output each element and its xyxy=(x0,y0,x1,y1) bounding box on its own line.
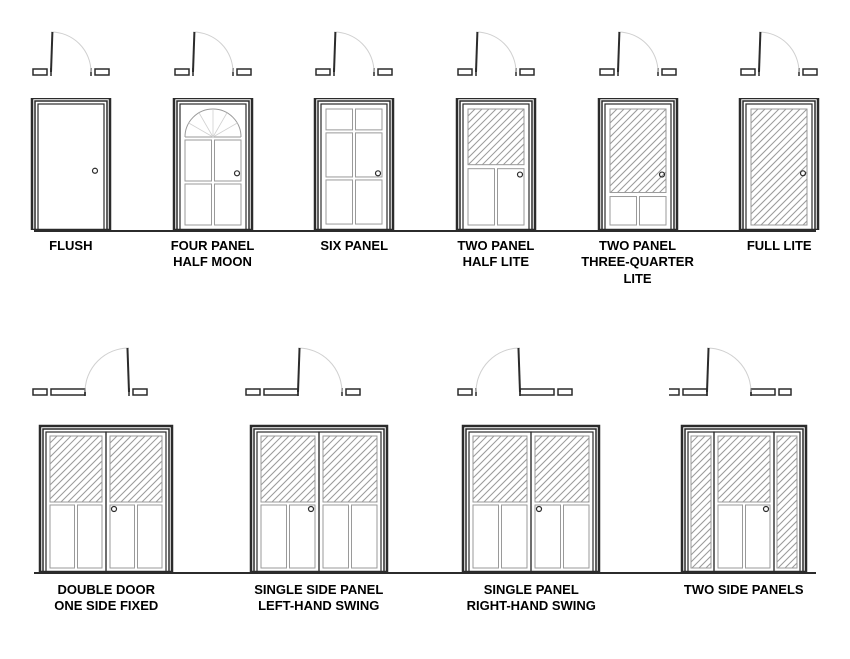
label-six-panel: SIX PANEL xyxy=(283,238,425,287)
door-two-side-panels xyxy=(664,424,824,572)
door-types-diagram: FLUSH FOUR PANELHALF MOON SIX PANEL TWO … xyxy=(0,0,850,659)
plan-symbol-full-lite xyxy=(739,18,819,78)
plan-symbol-ssp-right xyxy=(456,334,606,398)
row-top-labels: FLUSH FOUR PANELHALF MOON SIX PANEL TWO … xyxy=(0,238,850,287)
door-double-fixed xyxy=(26,424,186,572)
label-full-lite: FULL LITE xyxy=(708,238,850,287)
plan-symbol-two-panel-hl xyxy=(456,18,536,78)
row-top-elevations xyxy=(0,98,850,230)
row-bottom-elevations xyxy=(0,424,850,572)
label-two-panel-tql: TWO PANELTHREE-QUARTERLITE xyxy=(567,238,709,287)
door-ssp-right xyxy=(451,424,611,572)
row-top-plan-symbols xyxy=(0,10,850,78)
door-two-panel-tql xyxy=(593,98,683,230)
plan-symbol-flush xyxy=(31,18,111,78)
plan-symbol-ssp-left xyxy=(244,334,394,398)
plan-symbol-two-side-panels xyxy=(669,334,819,398)
door-two-panel-hl xyxy=(451,98,541,230)
ground-line-bottom xyxy=(34,572,816,574)
door-flush xyxy=(26,98,116,230)
door-six-panel xyxy=(309,98,399,230)
door-ssp-left xyxy=(239,424,399,572)
plan-symbol-two-panel-tql xyxy=(598,18,678,78)
row-bottom-labels: DOUBLE DOORONE SIDE FIXED SINGLE SIDE PA… xyxy=(0,582,850,615)
label-two-side-panels: TWO SIDE PANELS xyxy=(638,582,850,615)
label-flush: FLUSH xyxy=(0,238,142,287)
label-ssp-right: SINGLE PANELRIGHT-HAND SWING xyxy=(425,582,638,615)
label-two-panel-hl: TWO PANELHALF LITE xyxy=(425,238,567,287)
plan-symbol-six-panel xyxy=(314,18,394,78)
ground-line-top xyxy=(34,230,816,232)
door-four-panel-hm xyxy=(168,98,258,230)
label-ssp-left: SINGLE SIDE PANELLEFT-HAND SWING xyxy=(213,582,426,615)
label-double-fixed: DOUBLE DOORONE SIDE FIXED xyxy=(0,582,213,615)
label-four-panel-hm: FOUR PANELHALF MOON xyxy=(142,238,284,287)
door-full-lite xyxy=(734,98,824,230)
plan-symbol-double-fixed xyxy=(31,334,181,398)
row-bottom-plan-symbols xyxy=(0,328,850,398)
plan-symbol-four-panel-hm xyxy=(173,18,253,78)
